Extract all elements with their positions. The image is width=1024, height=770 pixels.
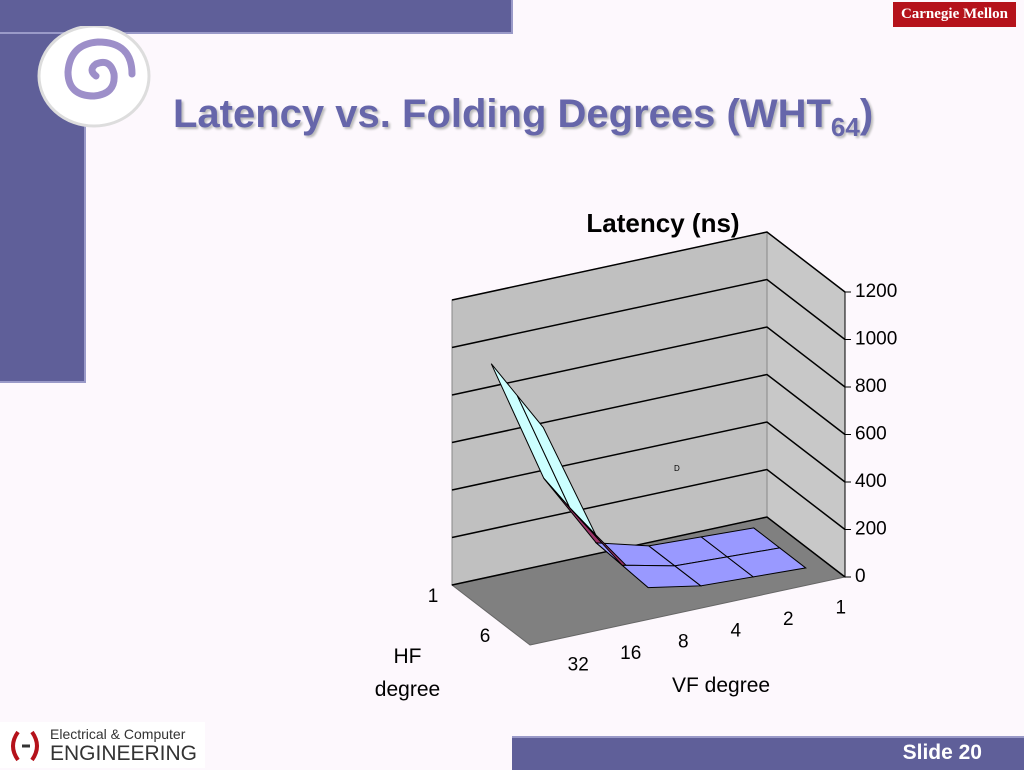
z-tick-label: 1 [428,586,439,607]
z-axis-label: HF degree [374,645,441,701]
y-tick-label: 800 [855,376,887,397]
x-tick-label: 2 [783,609,794,630]
x-tick-label: 8 [678,632,689,653]
grid-line [451,516,846,586]
title-subscript: 64 [830,112,860,142]
slide-number: Slide 20 [902,741,982,764]
ece-logo: Electrical & Computer ENGINEERING [0,722,205,768]
annotation: D [674,464,680,473]
surface-patch [726,547,807,578]
y-tick-label: 600 [855,424,887,445]
bottom-bar: Slide 20 [512,736,1024,770]
x-tick-label: 1 [835,598,846,619]
y-tick-label: 400 [855,471,887,492]
x-axis-label: VF degree [672,674,771,697]
chart: Latency (ns) 020040060080010001200321684… [428,208,898,675]
y-tick-label: 200 [855,519,887,540]
grid-line [451,468,846,539]
x-tick-label: 32 [568,654,589,675]
y-tick-label: 1000 [855,329,897,350]
x-tick-label: 4 [730,620,741,641]
title-end: ) [859,92,874,136]
grid-line [451,326,846,396]
logo-line1: Electrical & Computer [50,726,186,742]
brand: Carnegie Mellon [892,2,1016,27]
grid-line [451,278,846,349]
grid-line [451,231,846,301]
y-tick-label: 0 [855,566,866,587]
slide-title: Latency vs. Folding Degrees (WHT64) [173,92,873,143]
title-text: Latency vs. Folding Degrees (WHT [173,92,831,136]
ece-icon [11,730,39,762]
spiral-logo [37,26,151,128]
x-tick-label: 16 [620,643,641,664]
z-tick-label: 6 [480,626,491,647]
grid-line [451,373,846,444]
logo-line2: ENGINEERING [50,742,198,765]
y-tick-label: 1200 [855,281,897,302]
chart-title: Latency (ns) [586,208,739,238]
